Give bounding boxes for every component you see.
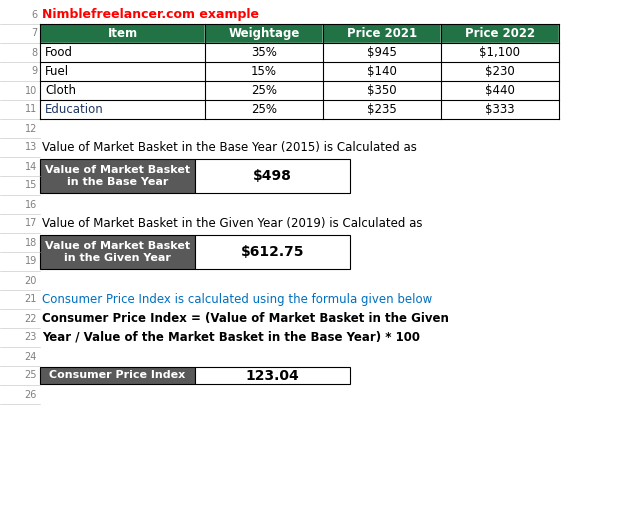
Text: Year / Value of the Market Basket in the Base Year) * 100: Year / Value of the Market Basket in the… xyxy=(42,331,420,344)
Text: 14: 14 xyxy=(25,162,37,172)
Text: 15%: 15% xyxy=(251,65,277,78)
Text: Price 2022: Price 2022 xyxy=(465,27,535,40)
FancyBboxPatch shape xyxy=(205,43,323,62)
Text: 19: 19 xyxy=(25,257,37,267)
Text: Fuel: Fuel xyxy=(45,65,69,78)
Text: 12: 12 xyxy=(24,123,37,133)
FancyBboxPatch shape xyxy=(40,235,195,269)
FancyBboxPatch shape xyxy=(441,24,559,43)
Text: $1,100: $1,100 xyxy=(479,46,520,59)
Text: Weightage: Weightage xyxy=(228,27,300,40)
Text: Food: Food xyxy=(45,46,73,59)
Text: 15: 15 xyxy=(24,181,37,191)
Text: 35%: 35% xyxy=(251,46,277,59)
Text: 6: 6 xyxy=(31,9,37,19)
Text: 13: 13 xyxy=(25,142,37,152)
Text: $945: $945 xyxy=(367,46,397,59)
FancyBboxPatch shape xyxy=(195,159,350,193)
Text: 8: 8 xyxy=(31,47,37,58)
FancyBboxPatch shape xyxy=(40,81,205,100)
Text: 10: 10 xyxy=(25,86,37,96)
Text: $350: $350 xyxy=(367,84,397,97)
Text: Item: Item xyxy=(108,27,138,40)
Text: Value of Market Basket in the Base Year (2015) is Calculated as: Value of Market Basket in the Base Year … xyxy=(42,141,417,154)
Text: 24: 24 xyxy=(24,352,37,362)
Text: 25: 25 xyxy=(24,371,37,381)
Text: Price 2021: Price 2021 xyxy=(347,27,417,40)
FancyBboxPatch shape xyxy=(323,100,441,119)
FancyBboxPatch shape xyxy=(40,24,205,43)
Text: $498: $498 xyxy=(253,169,292,183)
Text: 26: 26 xyxy=(24,390,37,400)
FancyBboxPatch shape xyxy=(323,62,441,81)
Text: 22: 22 xyxy=(24,313,37,323)
FancyBboxPatch shape xyxy=(441,81,559,100)
Text: Nimblefreelancer.com example: Nimblefreelancer.com example xyxy=(42,8,259,21)
FancyBboxPatch shape xyxy=(323,24,441,43)
Text: Consumer Price Index: Consumer Price Index xyxy=(49,371,186,381)
FancyBboxPatch shape xyxy=(441,62,559,81)
Text: 21: 21 xyxy=(24,295,37,304)
Text: $612.75: $612.75 xyxy=(241,245,304,259)
Text: 25%: 25% xyxy=(251,103,277,116)
FancyBboxPatch shape xyxy=(323,81,441,100)
Text: 9: 9 xyxy=(31,67,37,77)
FancyBboxPatch shape xyxy=(195,235,350,269)
Text: 25%: 25% xyxy=(251,84,277,97)
Text: Value of Market Basket in the Given Year (2019) is Calculated as: Value of Market Basket in the Given Year… xyxy=(42,217,422,230)
FancyBboxPatch shape xyxy=(40,100,205,119)
FancyBboxPatch shape xyxy=(205,24,323,43)
FancyBboxPatch shape xyxy=(40,62,205,81)
Text: $235: $235 xyxy=(367,103,397,116)
FancyBboxPatch shape xyxy=(323,43,441,62)
Text: 11: 11 xyxy=(25,104,37,114)
Text: Value of Market Basket
in the Given Year: Value of Market Basket in the Given Year xyxy=(45,241,190,263)
Text: Value of Market Basket
in the Base Year: Value of Market Basket in the Base Year xyxy=(45,165,190,187)
Text: $140: $140 xyxy=(367,65,397,78)
FancyBboxPatch shape xyxy=(205,100,323,119)
Text: 23: 23 xyxy=(24,332,37,342)
FancyBboxPatch shape xyxy=(441,100,559,119)
Text: 17: 17 xyxy=(24,218,37,228)
FancyBboxPatch shape xyxy=(40,367,195,384)
Text: 20: 20 xyxy=(24,276,37,286)
Text: 7: 7 xyxy=(31,28,37,38)
FancyBboxPatch shape xyxy=(40,159,195,193)
Text: $333: $333 xyxy=(485,103,515,116)
Text: $440: $440 xyxy=(485,84,515,97)
Text: Consumer Price Index = (Value of Market Basket in the Given: Consumer Price Index = (Value of Market … xyxy=(42,312,449,325)
FancyBboxPatch shape xyxy=(40,43,205,62)
FancyBboxPatch shape xyxy=(205,81,323,100)
Text: 123.04: 123.04 xyxy=(246,369,299,383)
Text: Cloth: Cloth xyxy=(45,84,76,97)
Text: Consumer Price Index is calculated using the formula given below: Consumer Price Index is calculated using… xyxy=(42,293,432,306)
FancyBboxPatch shape xyxy=(195,367,350,384)
FancyBboxPatch shape xyxy=(205,62,323,81)
Text: 18: 18 xyxy=(25,237,37,247)
Text: 16: 16 xyxy=(25,200,37,209)
Text: $230: $230 xyxy=(485,65,515,78)
Text: Education: Education xyxy=(45,103,104,116)
FancyBboxPatch shape xyxy=(441,43,559,62)
